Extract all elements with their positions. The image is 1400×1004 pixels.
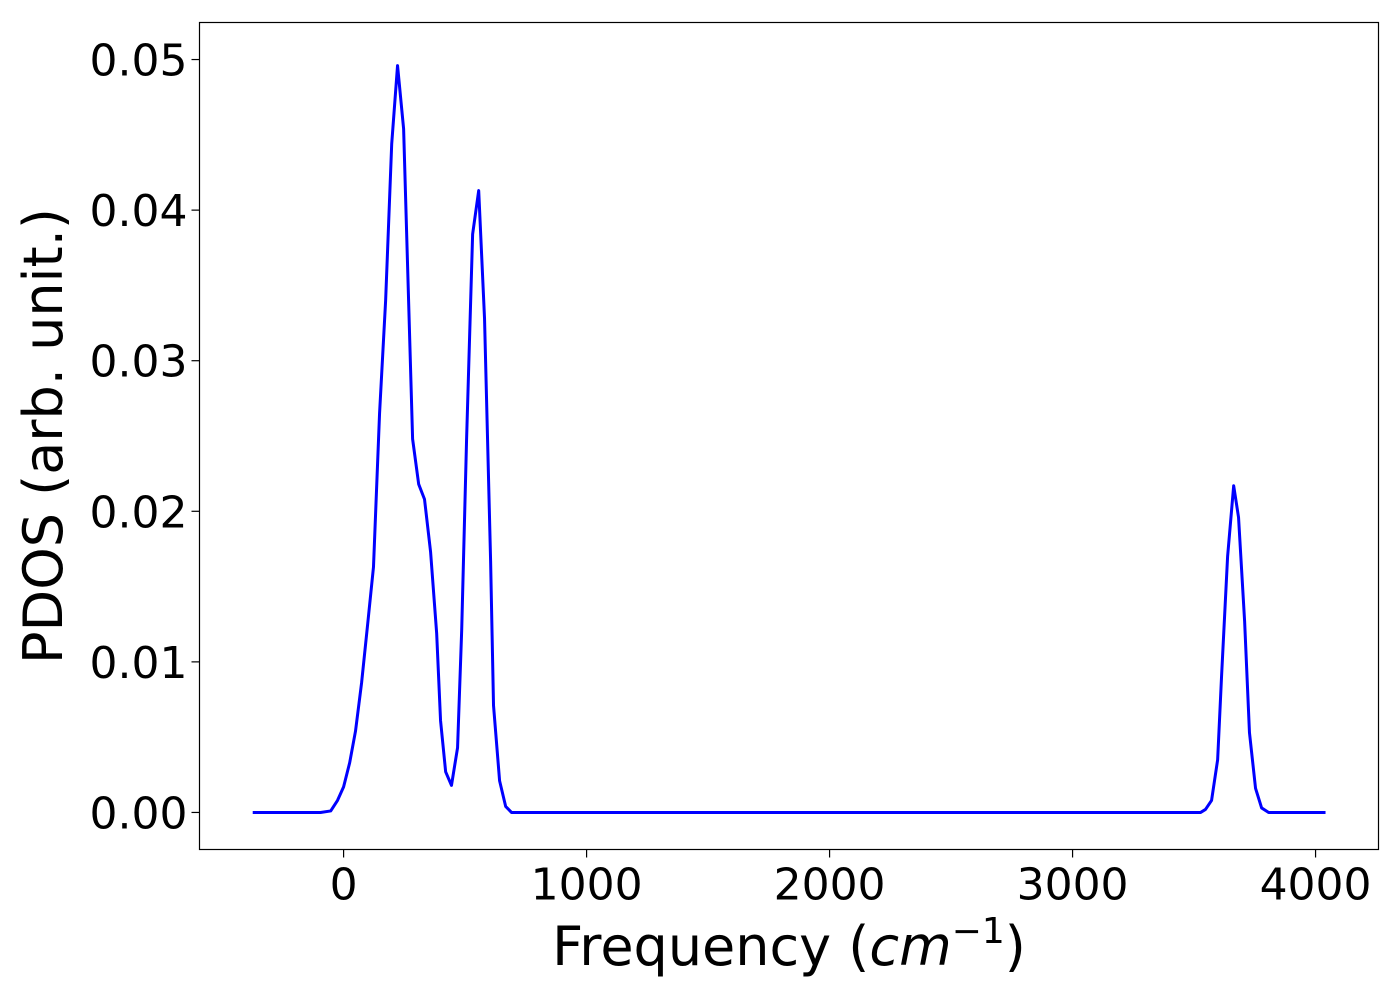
y-tick-label: 0.01 [90,638,188,689]
x-label-math: cm [869,915,951,978]
plot-frame [198,21,1380,851]
x-tick-label: 4000 [1260,860,1372,911]
x-label-text: Frequency ( [552,915,869,978]
x-tick-label: 3000 [1017,860,1129,911]
y-tick-label: 0.00 [90,788,188,839]
x-axis-label: Frequency (cm−1) [552,911,1026,978]
y-tick-label: 0.02 [90,487,188,538]
x-label-close: ) [1005,915,1026,978]
x-tick-label: 1000 [531,860,643,911]
x-tick-label: 2000 [774,860,886,911]
data-line [252,64,1326,814]
y-axis-label: PDOS (arb. unit.) [12,208,75,664]
x-tick-label: 0 [330,860,358,911]
y-tick-label: 0.04 [90,186,188,237]
y-tick-label: 0.05 [90,36,188,87]
x-label-sup: −1 [952,911,1005,952]
y-tick-label: 0.03 [90,337,188,388]
